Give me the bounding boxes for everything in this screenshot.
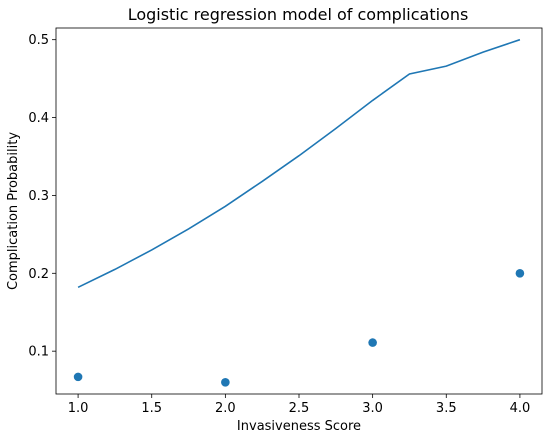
y-tick-label: 0.3 — [28, 189, 49, 204]
x-tick-label: 3.0 — [362, 401, 383, 416]
x-tick-label: 3.5 — [436, 401, 457, 416]
y-axis-ticks: 0.1 0.2 0.3 0.4 0.5 — [28, 33, 56, 360]
x-tick-label: 2.5 — [289, 401, 310, 416]
data-point — [368, 338, 377, 347]
chart-title: Logistic regression model of complicatio… — [128, 5, 469, 24]
data-point — [515, 268, 525, 278]
x-tick-label: 1.5 — [141, 401, 162, 416]
x-axis-ticks: 1.0 1.5 2.0 2.5 3.0 3.5 4.0 — [68, 394, 531, 416]
y-tick-label: 0.5 — [28, 33, 49, 48]
data-point — [73, 372, 83, 382]
fitted-line — [77, 38, 521, 289]
x-axis-label: Invasiveness Score — [237, 419, 361, 434]
x-tick-label: 4.0 — [510, 401, 531, 416]
y-axis-label: Complication Probability — [6, 132, 21, 290]
x-tick-label: 2.0 — [215, 401, 236, 416]
x-tick-label: 1.0 — [68, 401, 89, 416]
y-tick-label: 0.1 — [28, 345, 49, 360]
plot-marks — [73, 38, 525, 387]
data-point — [221, 378, 230, 387]
plot-frame — [55, 27, 543, 395]
y-tick-label: 0.2 — [28, 267, 49, 282]
y-tick-label: 0.4 — [28, 111, 49, 126]
